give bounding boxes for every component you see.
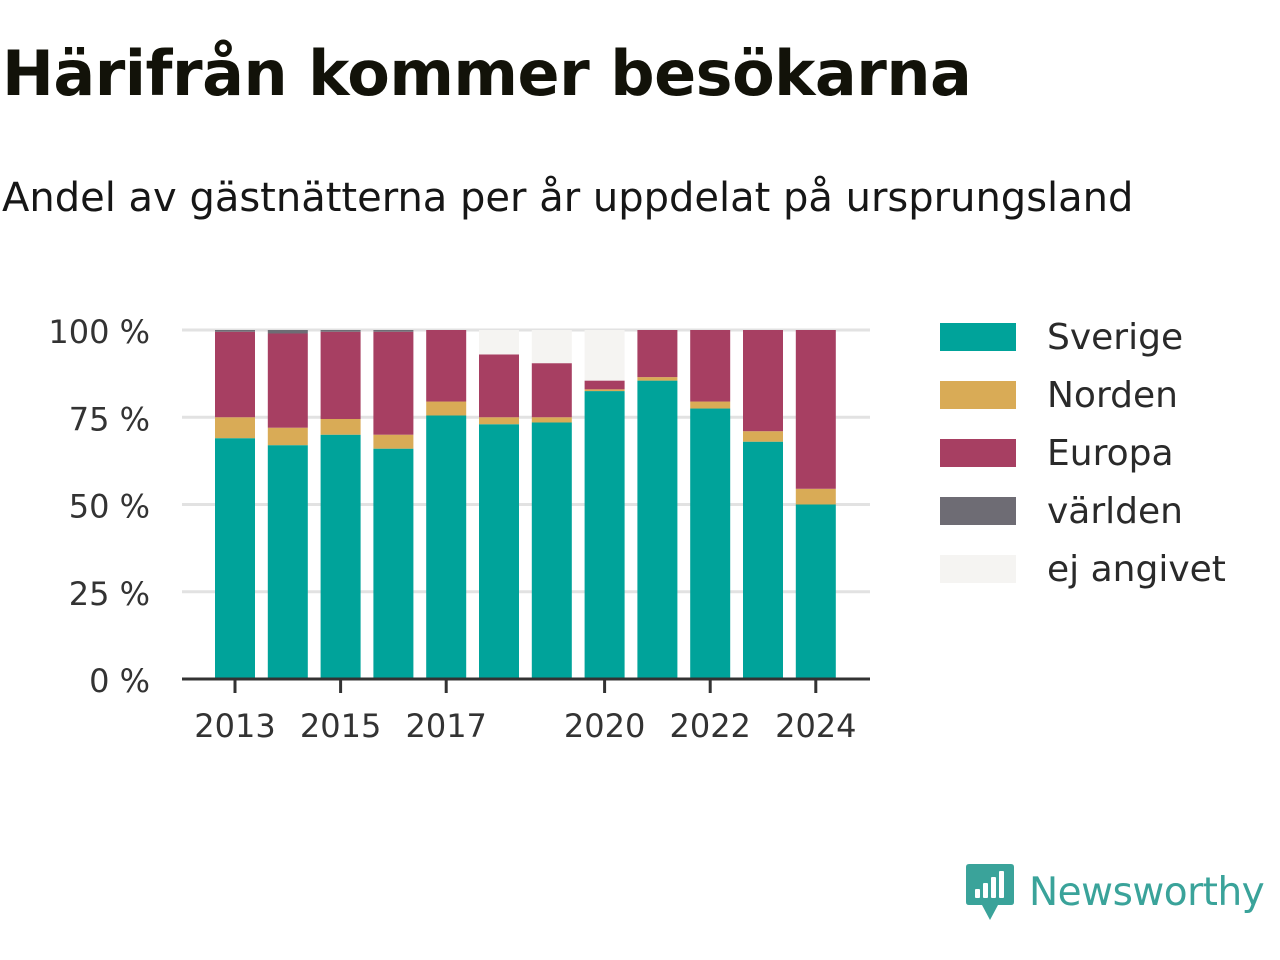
bar-segment: [215, 331, 255, 418]
y-tick-label: 0 %: [89, 662, 150, 700]
bar-segment: [743, 441, 783, 679]
bar-segment: [373, 330, 414, 332]
bar-segment: [215, 417, 255, 439]
bar-segment: [320, 331, 361, 419]
legend-swatch: [940, 555, 1016, 583]
bar-segment: [795, 488, 836, 505]
bar-segment: [267, 333, 308, 428]
legend-item: världen: [940, 482, 1226, 540]
x-tick-label: 2020: [564, 707, 645, 745]
legend-label: Europa: [1047, 432, 1174, 474]
newsworthy-logo-icon: [966, 864, 1014, 920]
legend-label: världen: [1047, 490, 1183, 532]
bar-segment: [795, 330, 836, 489]
legend-swatch: [940, 323, 1016, 351]
bar-segment: [215, 438, 255, 679]
bar-segment: [690, 408, 731, 679]
legend-swatch: [940, 497, 1016, 525]
x-tick-label: 2024: [775, 707, 856, 745]
y-tick-label: 25 %: [69, 575, 150, 613]
y-axis-tick-labels: 0 % 25 % 50 % 75 % 100 %: [48, 313, 150, 700]
x-tick-label: 2015: [300, 707, 381, 745]
bar-segment: [320, 434, 361, 679]
legend-item: Norden: [940, 366, 1226, 424]
bar-segment: [320, 418, 361, 435]
bars: [215, 330, 836, 679]
bar-segment: [584, 330, 625, 381]
legend-label: Sverige: [1047, 316, 1184, 358]
chart-legend: Sverige Norden Europa världen ej angivet: [940, 308, 1226, 598]
bar-segment: [743, 330, 783, 432]
x-tick-label: 2017: [405, 707, 486, 745]
stacked-bar-chart: 0 % 25 % 50 % 75 % 100 % 2013 2015 2017 2020 202…: [48, 313, 870, 745]
bar-segment: [267, 330, 308, 334]
bar-segment: [531, 417, 572, 423]
chart-title: Härifrån kommer besökarna: [2, 37, 972, 110]
bar-segment: [637, 377, 678, 381]
bar-segment: [531, 330, 572, 364]
brand-name: Newsworthy: [1029, 869, 1265, 915]
legend-label: Norden: [1047, 374, 1178, 416]
bar-segment: [584, 389, 625, 392]
bar-segment: [267, 445, 308, 679]
bar-segment: [690, 401, 731, 409]
bar-segment: [373, 448, 414, 679]
x-axis: [182, 677, 870, 693]
bar-segment: [637, 380, 678, 679]
legend-item: ej angivet: [940, 540, 1226, 598]
bar-segment: [584, 380, 625, 390]
bar-segment: [743, 431, 783, 442]
bar-segment: [426, 401, 467, 416]
bar-segment: [479, 417, 519, 425]
bar-segment: [531, 422, 572, 679]
bar-segment: [584, 391, 625, 679]
bar-segment: [373, 434, 414, 449]
x-tick-label: 2013: [194, 707, 275, 745]
legend-swatch: [940, 439, 1016, 467]
bar-segment: [373, 331, 414, 435]
bar-segment: [215, 330, 255, 332]
bar-segment: [267, 427, 308, 446]
bar-segment: [426, 330, 467, 402]
y-tick-label: 75 %: [69, 400, 150, 438]
legend-item: Sverige: [940, 308, 1226, 366]
bar-segment: [426, 415, 467, 679]
legend-label: ej angivet: [1047, 548, 1226, 590]
chart-subtitle: Andel av gästnätterna per år uppdelat på…: [2, 175, 1134, 221]
bar-segment: [637, 330, 678, 378]
x-tick-label: 2022: [669, 707, 750, 745]
bar-segment: [479, 424, 519, 679]
bar-segment: [531, 363, 572, 418]
y-tick-label: 100 %: [48, 313, 150, 351]
bar-segment: [479, 330, 519, 355]
bar-segment: [795, 504, 836, 679]
legend-item: Europa: [940, 424, 1226, 482]
x-axis-tick-labels: 2013 2015 2017 2020 2022 2024: [194, 707, 856, 745]
bar-segment: [479, 354, 519, 418]
y-tick-label: 50 %: [69, 488, 150, 526]
brand-logo: Newsworthy: [965, 862, 1265, 922]
bar-segment: [320, 330, 361, 332]
bar-segment: [690, 330, 731, 402]
legend-swatch: [940, 381, 1016, 409]
